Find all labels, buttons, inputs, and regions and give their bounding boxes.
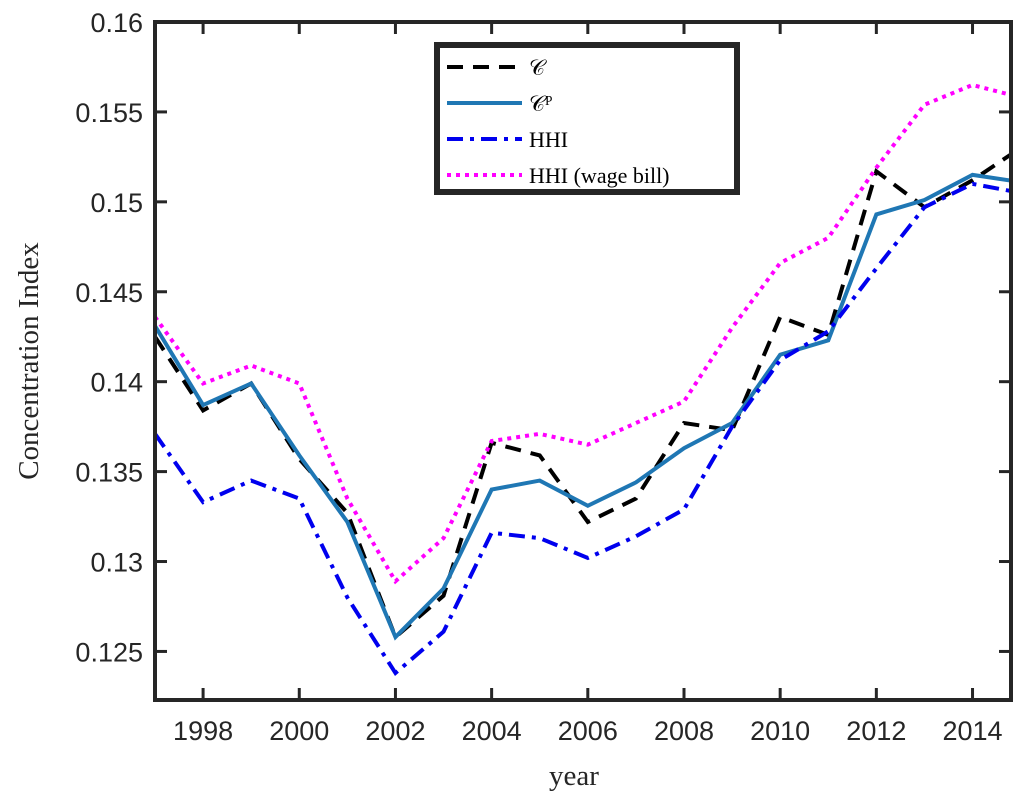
y-tick-label: 0.125 xyxy=(75,637,143,667)
x-tick-label: 2012 xyxy=(846,716,906,746)
x-tick-label: 2010 xyxy=(750,716,810,746)
series-line xyxy=(155,82,1011,585)
y-tick-label: 0.135 xyxy=(75,458,143,488)
x-tick-label: 2008 xyxy=(654,716,714,746)
series-line xyxy=(155,181,1011,677)
y-tick-label: 0.13 xyxy=(90,548,143,578)
y-tick-label: 0.145 xyxy=(75,278,143,308)
axes-box xyxy=(153,20,1013,702)
legend-label: HHI xyxy=(529,127,568,152)
y-tick-label: 0.15 xyxy=(90,188,143,218)
y-tick-label: 0.16 xyxy=(90,8,143,38)
x-tick-label: 2000 xyxy=(269,716,329,746)
legend-label: HHI (wage bill) xyxy=(529,163,670,188)
x-axis-label: year xyxy=(549,760,599,792)
x-tick-label: 2014 xyxy=(942,716,1002,746)
series-line xyxy=(155,151,1011,641)
x-tick-label: 2002 xyxy=(365,716,425,746)
plot-area xyxy=(155,82,1011,677)
y-tick-label: 0.14 xyxy=(90,368,143,398)
x-tick-label: 2004 xyxy=(462,716,522,746)
y-tick-label: 0.155 xyxy=(75,98,143,128)
legend-label: 𝒞ᴾ xyxy=(529,91,552,116)
legend-box xyxy=(434,42,740,195)
legend-label: 𝒞 xyxy=(529,55,547,80)
y-axis-label: Concentration Index xyxy=(13,242,45,480)
x-tick-label: 2006 xyxy=(558,716,618,746)
x-tick-label: 1998 xyxy=(173,716,233,746)
series-line xyxy=(155,172,1011,641)
